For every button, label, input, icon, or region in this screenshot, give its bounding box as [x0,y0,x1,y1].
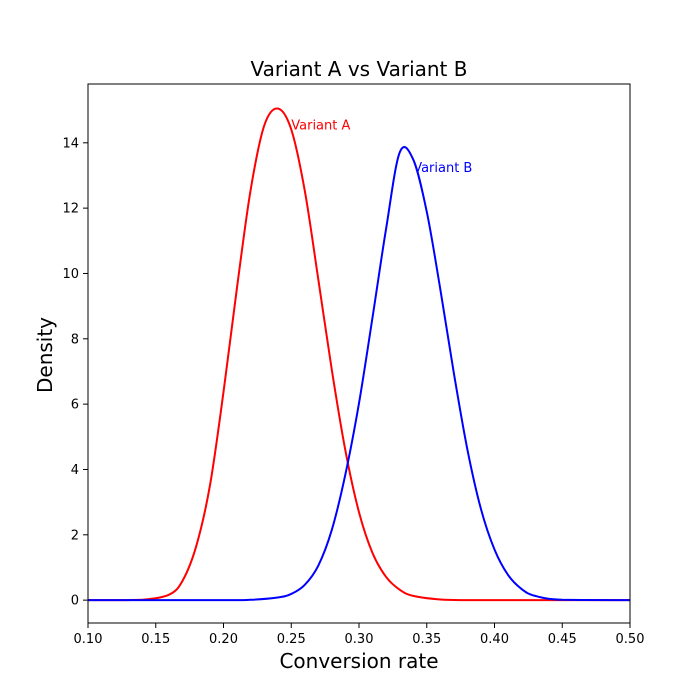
x-axis-title: Conversion rate [279,649,438,673]
chart-title: Variant A vs Variant B [251,57,468,81]
y-tick-label: 14 [62,136,79,151]
y-tick-label: 0 [71,594,79,609]
annotation-variant-b: Variant B [413,161,472,176]
x-tick-label: 0.20 [209,632,238,647]
x-tick-label: 0.30 [345,632,374,647]
y-tick-label: 4 [71,463,79,478]
x-tick-label: 0.40 [480,632,509,647]
annotation-variant-a: Variant A [291,118,350,133]
y-tick-label: 8 [71,332,79,347]
x-tick-label: 0.35 [412,632,441,647]
y-axis-title: Density [33,317,57,393]
y-tick-label: 6 [71,398,79,413]
x-tick-label: 0.10 [74,632,103,647]
series-line-variant-a [87,107,630,602]
x-tick-label: 0.45 [548,632,577,647]
y-axis: 0 2 4 6 8 10 12 14 [62,136,88,609]
x-tick-label: 0.25 [277,632,306,647]
series-layer [87,107,631,602]
plot-area: Variant A Variant B [87,83,631,624]
series-line-variant-b [87,146,631,602]
x-axis: 0.10 0.15 0.20 0.25 0.30 0.35 0.40 0.45 0.50 [74,623,645,647]
y-tick-label: 10 [62,267,79,282]
plot-background [88,84,630,623]
x-tick-label: 0.50 [616,632,645,647]
x-tick-label: 0.15 [141,632,170,647]
y-tick-label: 12 [62,202,79,217]
y-tick-label: 2 [71,528,79,543]
annotation-layer: Variant A Variant B [291,118,472,175]
